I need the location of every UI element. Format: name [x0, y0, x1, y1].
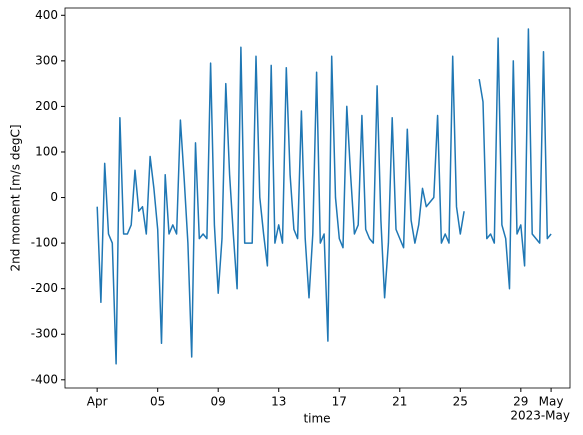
y-tick-label: 300 — [35, 53, 58, 67]
y-tick-label: -200 — [31, 281, 58, 295]
x-tick-label: 29 — [513, 395, 528, 409]
data-line — [96, 28, 552, 365]
plot-frame — [64, 7, 571, 389]
y-tick-label: -300 — [31, 327, 58, 341]
x-tick-label: 17 — [332, 395, 347, 409]
x-tick-label: 05 — [150, 395, 165, 409]
x-tick-label: 09 — [211, 395, 226, 409]
y-tick-label: 0 — [50, 190, 58, 204]
y-tick-label: 400 — [35, 8, 58, 22]
y-tick-label: -100 — [31, 236, 58, 250]
x-axis-label: time — [303, 412, 330, 426]
y-tick-label: 200 — [35, 99, 58, 113]
y-tick-label: 100 — [35, 144, 58, 158]
x-tick-label: 13 — [271, 395, 286, 409]
y-axis-label: 2nd moment [m/s degC] — [9, 124, 23, 271]
x-offset-label: 2023-May — [510, 409, 570, 423]
x-tick-label: Apr — [87, 395, 108, 409]
y-tick-label: -400 — [31, 372, 58, 386]
x-tick-label: 21 — [392, 395, 407, 409]
x-tick-label: May — [539, 395, 564, 409]
x-tick-label: 25 — [453, 395, 468, 409]
